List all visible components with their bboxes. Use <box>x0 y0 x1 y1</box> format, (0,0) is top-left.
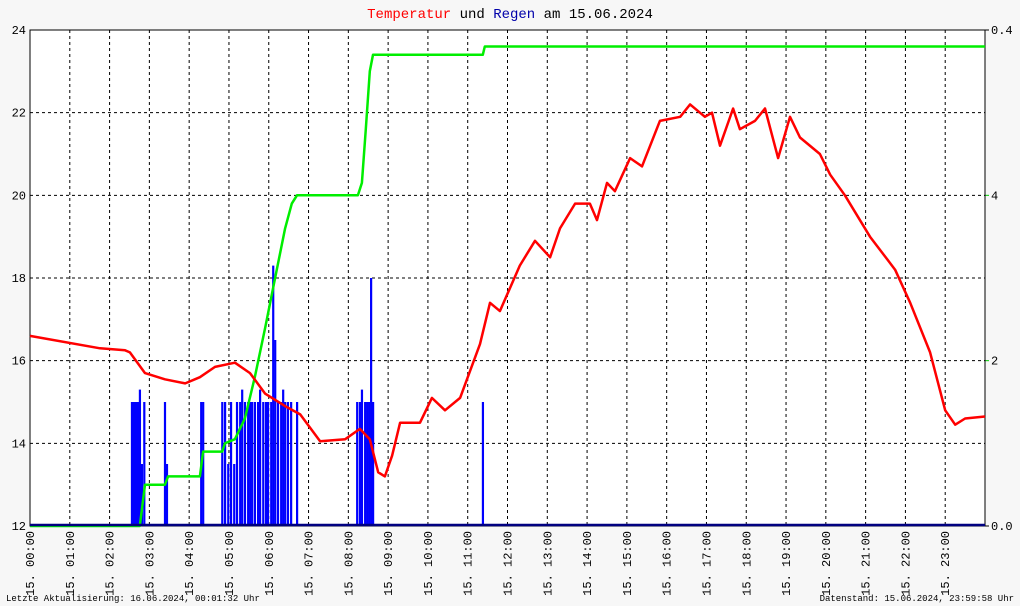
footer-right: Datenstand: 15.06.2024, 23:59:58 Uhr <box>820 594 1014 604</box>
rain-bar <box>243 402 247 526</box>
rain-bar <box>286 402 290 526</box>
x-tick-label: 15. 12:00 <box>502 531 516 596</box>
rain-bar <box>140 464 144 526</box>
y-tick-label: 24 <box>12 24 26 38</box>
rain-bar <box>138 389 142 526</box>
rain-bar <box>163 402 167 526</box>
rain-bar <box>229 402 233 526</box>
rain-bar <box>227 464 230 526</box>
x-tick-label: 15. 21:00 <box>860 531 874 596</box>
x-tick-label: 15. 00:00 <box>24 531 38 596</box>
rain-bar <box>266 402 270 526</box>
y-tick-label: 22 <box>12 107 26 121</box>
title-temperature: Temperatur <box>367 7 451 23</box>
x-tick-label: 15. 15:00 <box>621 531 635 596</box>
rain-bar <box>366 402 369 526</box>
rain-bar <box>221 402 224 526</box>
rain-bar <box>247 402 250 526</box>
rain-bar <box>290 402 293 526</box>
rain-bar <box>481 402 485 526</box>
x-tick-label: 15. 02:00 <box>104 531 118 596</box>
y-tick-label: 16 <box>12 355 26 369</box>
y-tick-label: 14 <box>12 437 26 451</box>
rain-bar <box>134 402 138 526</box>
y3-tick-label: 0.4 <box>991 24 1013 38</box>
rain-bar <box>264 402 268 526</box>
rain-bar <box>262 402 265 526</box>
y-tick-label: 18 <box>12 272 26 286</box>
series-line <box>30 45 985 528</box>
rain-bar <box>239 402 242 526</box>
x-tick-label: 15. 23:00 <box>939 531 953 596</box>
x-tick-label: 15. 14:00 <box>581 531 595 596</box>
rain-bar <box>274 340 277 526</box>
x-tick-label: 15. 16:00 <box>661 531 675 596</box>
rain-bar <box>233 464 236 526</box>
rain-bar <box>280 402 283 526</box>
rain-bar <box>223 402 227 526</box>
rain-bar <box>143 402 146 526</box>
rain-bar <box>136 402 140 526</box>
rain-bar <box>360 389 364 526</box>
x-tick-label: 15. 03:00 <box>143 531 157 596</box>
rain-bar <box>372 402 375 526</box>
rain-bar <box>130 402 134 526</box>
x-tick-label: 15. 13:00 <box>541 531 555 596</box>
rain-bar <box>132 402 136 526</box>
y-tick-label: 12 <box>12 520 26 534</box>
x-tick-label: 15. 19:00 <box>780 531 794 596</box>
y-tick-label: 20 <box>12 189 26 203</box>
x-tick-label: 15. 05:00 <box>223 531 237 596</box>
rain-bar <box>370 278 373 526</box>
x-tick-label: 15. 07:00 <box>303 531 317 596</box>
x-tick-label: 15. 10:00 <box>422 531 436 596</box>
x-tick-label: 15. 18:00 <box>740 531 754 596</box>
y3-tick-label: 0.0 <box>991 520 1013 534</box>
rain-bar <box>296 402 299 526</box>
rain-bar <box>282 389 285 526</box>
x-tick-label: 15. 01:00 <box>64 531 78 596</box>
x-tick-label: 15. 09:00 <box>382 531 396 596</box>
x-tick-label: 15. 22:00 <box>899 531 913 596</box>
rain-bar <box>368 402 371 526</box>
title-end: am 15.06.2024 <box>544 7 653 23</box>
x-tick-label: 15. 11:00 <box>462 531 476 596</box>
x-tick-label: 15. 04:00 <box>183 531 197 596</box>
x-tick-label: 15. 08:00 <box>342 531 356 596</box>
rain-bar <box>356 402 359 526</box>
footer-left: Letzte Aktualisierung: 16.06.2024, 00:01… <box>6 594 260 604</box>
y2-tick-label: 2 <box>991 355 998 369</box>
rain-bar <box>249 402 252 526</box>
y2-tick-label: 4 <box>991 189 998 203</box>
series-line <box>29 103 986 478</box>
title-rain: Regen <box>493 7 535 23</box>
rain-bar <box>165 464 169 526</box>
rain-bar <box>258 389 262 526</box>
rain-bar <box>284 402 287 526</box>
title-mid: und <box>460 7 485 23</box>
rain-bar <box>241 389 244 526</box>
rain-bar <box>358 402 362 526</box>
rain-bar <box>253 402 257 526</box>
x-tick-label: 15. 06:00 <box>263 531 277 596</box>
rain-bar <box>235 402 239 526</box>
rain-bar <box>364 402 367 526</box>
rain-bar <box>257 402 260 526</box>
rain-bar <box>276 402 280 526</box>
rain-bar <box>272 265 275 526</box>
rain-bar <box>202 402 205 526</box>
rain-bar <box>270 402 273 526</box>
rain-bar <box>251 402 254 526</box>
x-tick-label: 15. 20:00 <box>820 531 834 596</box>
x-tick-label: 15. 17:00 <box>700 531 714 596</box>
chart-title: Temperatur und Regen am 15.06.2024 <box>367 7 653 23</box>
